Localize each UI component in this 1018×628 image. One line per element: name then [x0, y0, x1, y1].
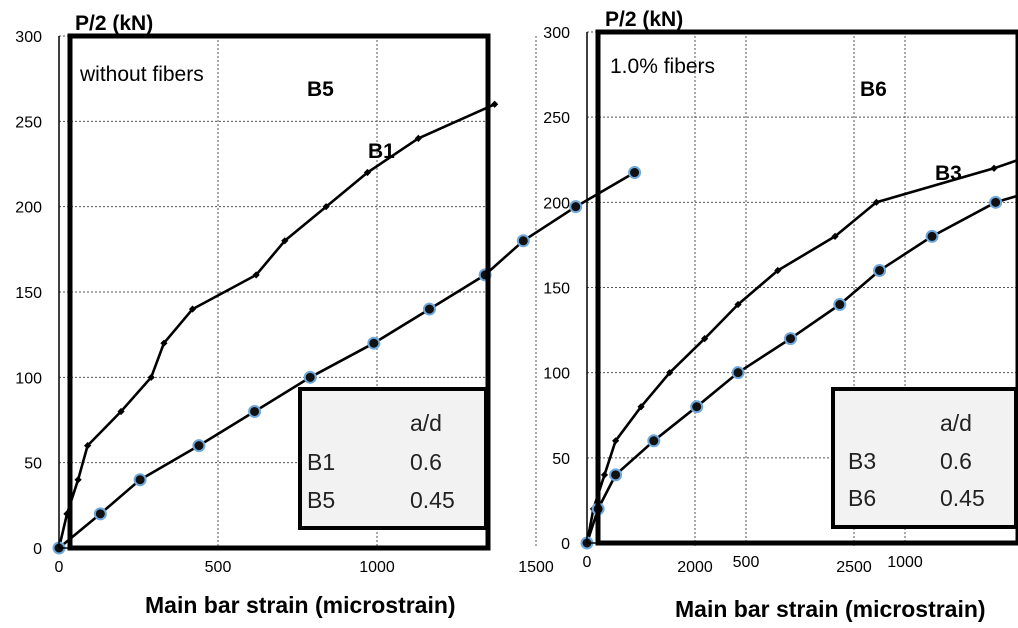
- x-tick-label: 0: [583, 554, 592, 571]
- series-label-b5: B5: [307, 78, 334, 101]
- data-point-b5: [252, 271, 260, 279]
- legend-frame: [831, 387, 1018, 529]
- data-point-b6: [701, 335, 709, 343]
- data-point-b5: [281, 237, 289, 245]
- data-point-b1: [516, 234, 530, 248]
- data-point-b3: [647, 434, 661, 448]
- y-tick-label: 200: [15, 200, 42, 217]
- y-tick-label: 300: [543, 25, 570, 42]
- series-layer: [52, 100, 642, 555]
- data-point-b5: [147, 373, 155, 381]
- data-point-b6: [831, 232, 839, 240]
- legend-row-name: B6: [848, 485, 876, 511]
- data-point-b6: [637, 403, 645, 411]
- x-axis-label: Main bar strain (microstrain): [145, 592, 456, 618]
- chart-1-percent-fibers: P/2 (kN) 0500100015002000250005010015020…: [543, 8, 1018, 622]
- data-point-b1: [422, 302, 436, 316]
- data-point-b1: [569, 200, 583, 214]
- data-point-b3: [833, 298, 847, 312]
- series-label-b1: B1: [368, 140, 395, 163]
- legend-row-value: 0.45: [410, 487, 455, 513]
- y-tick-label: 250: [543, 110, 570, 127]
- y-tick-label: 250: [15, 114, 42, 131]
- data-point-b5: [363, 168, 372, 177]
- legend-row-name: B1: [307, 449, 335, 475]
- legend-box: a/d B1 0.6 B5 0.45: [298, 387, 488, 530]
- series-label-b3: B3: [935, 162, 962, 185]
- data-point-b3: [609, 468, 623, 482]
- data-point-b3: [873, 263, 887, 277]
- y-tick-label: 100: [543, 366, 570, 383]
- series-line-b1: [58, 171, 636, 550]
- data-point-b6: [872, 198, 880, 206]
- x-axis-label: Main bar strain (microstrain): [675, 596, 986, 622]
- legend-row-name: B5: [307, 487, 335, 513]
- data-point-b5: [322, 203, 330, 211]
- condition-note: 1.0% fibers: [610, 55, 715, 78]
- legend-row-value: 0.6: [940, 448, 972, 474]
- data-point-b5: [160, 339, 168, 347]
- data-point-b5: [84, 442, 92, 450]
- x-tick-label: 2000: [677, 559, 713, 576]
- x-tick-label: 500: [733, 554, 760, 571]
- data-point-b6: [990, 164, 998, 172]
- data-point-b3: [989, 195, 1003, 209]
- data-point-b5: [74, 476, 82, 484]
- data-point-b1: [248, 404, 262, 418]
- data-point-b3: [690, 400, 704, 414]
- x-tick-label: 1500: [518, 559, 554, 576]
- data-point-b1: [133, 473, 147, 487]
- y-tick-label: 0: [33, 541, 42, 558]
- data-point-b5: [117, 407, 125, 416]
- data-point-b5: [491, 100, 499, 108]
- data-point-b6: [612, 437, 620, 445]
- legend-header: a/d: [940, 410, 972, 436]
- data-point-b3: [925, 229, 939, 243]
- legend-frame: [298, 387, 488, 530]
- data-point-b6: [734, 300, 742, 309]
- series-layer: [580, 158, 1018, 550]
- x-tick-label: 500: [205, 559, 232, 576]
- data-point-b5: [414, 134, 422, 142]
- condition-note: without fibers: [79, 63, 204, 86]
- series-line-b6: [585, 158, 1018, 544]
- x-tick-label: 0: [55, 559, 64, 576]
- y-axis-label: P/2 (kN): [75, 12, 153, 35]
- y-tick-label: 300: [15, 29, 42, 46]
- y-tick-label: 150: [543, 281, 570, 298]
- legend-header: a/d: [410, 410, 442, 436]
- series-line-b5: [57, 103, 496, 549]
- legend-box: a/d B3 0.6 B6 0.45: [831, 387, 1018, 529]
- y-tick-label: 200: [543, 195, 570, 212]
- data-point-b1: [303, 370, 317, 384]
- series-label-b6: B6: [860, 78, 887, 101]
- data-point-b6: [600, 471, 609, 479]
- data-point-b6: [666, 369, 674, 377]
- data-point-b1: [367, 336, 381, 350]
- data-point-b5: [188, 305, 197, 313]
- data-point-b1: [192, 439, 206, 453]
- y-tick-label: 100: [15, 370, 42, 387]
- y-tick-label: 0: [561, 536, 570, 553]
- x-tick-label: 2500: [836, 559, 872, 576]
- legend-row-value: 0.45: [940, 485, 985, 511]
- data-point-b3: [784, 332, 798, 346]
- chart-without-fibers: P/2 (kN) 0 500 1000 1500 2000 250005010015020…: [15, 12, 872, 618]
- y-tick-label: 50: [552, 451, 570, 468]
- data-point-b3: [731, 366, 745, 380]
- data-point-b6: [774, 266, 782, 275]
- x-tick-label: 1000: [887, 554, 923, 571]
- y-axis-label: P/2 (kN): [605, 8, 683, 31]
- x-tick-label: 1000: [359, 559, 395, 576]
- y-tick-label: 50: [24, 456, 42, 473]
- legend-row-name: B3: [848, 448, 876, 474]
- legend-row-value: 0.6: [410, 449, 442, 475]
- data-point-b1: [628, 166, 642, 180]
- y-tick-label: 150: [15, 285, 42, 302]
- data-point-b1: [93, 507, 107, 521]
